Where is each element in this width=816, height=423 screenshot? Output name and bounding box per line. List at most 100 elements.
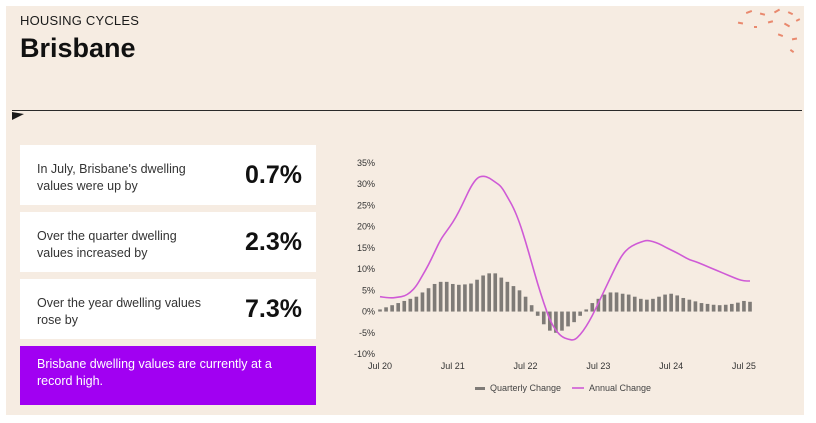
y-tick-label: 35%: [357, 158, 375, 168]
bar-quarterly-change: [723, 304, 728, 312]
bar-quarterly-change: [408, 298, 413, 312]
bar-quarterly-change: [742, 300, 746, 312]
bar-quarterly-change: [511, 286, 516, 312]
page-title: Brisbane: [20, 33, 136, 63]
chart-svg: -10% -5% 0% 5% 10% 15% 20% 25% 30% 35% Jul 20 Jul 2…: [354, 158, 756, 393]
housing-cycle-chart: -10% -5% 0% 5% 10% 15% 20% 25% 30% 35% Jul 20 Jul 2…: [330, 144, 804, 414]
record-high-callout: Brisbane dwelling values are currently a…: [20, 346, 316, 405]
bar-quarterly-change: [614, 292, 619, 312]
bar-quarterly-change: [469, 283, 473, 312]
bar-quarterly-change: [457, 284, 461, 312]
x-tick-label: Jul 25: [732, 361, 756, 371]
y-tick-label: 15%: [357, 243, 375, 253]
kicker-text: HOUSING CYCLES: [20, 13, 140, 28]
bar-quarterly-change: [554, 311, 558, 333]
quarterly-change-label: Over the quarter dwelling values increas…: [37, 229, 177, 260]
bar-quarterly-change: [693, 301, 698, 312]
bar-quarterly-change: [596, 298, 601, 312]
bar-quarterly-change: [420, 292, 425, 312]
y-tick-label: 30%: [357, 179, 375, 189]
bar-quarterly-change: [499, 277, 504, 312]
bar-quarterly-change: [384, 307, 388, 312]
quarterly-change-value: 2.3%: [245, 228, 302, 256]
bar-quarterly-change: [402, 300, 407, 312]
confetti-decoration: [737, 8, 801, 53]
bar-quarterly-change: [620, 293, 625, 312]
bar-quarterly-change: [450, 283, 455, 312]
x-tick-label: Jul 20: [368, 361, 392, 371]
bar-quarterly-change: [390, 305, 394, 312]
bar-quarterly-change: [517, 290, 522, 312]
bar-quarterly-change: [535, 311, 540, 316]
bar-quarterly-change: [669, 293, 673, 312]
bar-quarterly-change: [396, 303, 401, 312]
annual-change-label: Over the year dwelling values rose by: [37, 296, 201, 327]
x-tick-label: Jul 21: [441, 361, 465, 371]
legend-swatch-quarterly: [475, 387, 485, 390]
bar-quarterly-change: [475, 279, 479, 312]
bar-quarterly-change: [675, 295, 680, 312]
legend-label-annual: Annual Change: [589, 383, 651, 393]
line-annual-change: [379, 175, 750, 341]
bar-quarterly-change: [632, 296, 637, 312]
bar-quarterly-change: [493, 273, 498, 312]
play-icon: [12, 112, 24, 120]
bar-quarterly-change: [590, 303, 595, 312]
bar-quarterly-change: [608, 292, 613, 312]
annual-change-value: 7.3%: [245, 295, 302, 323]
y-tick-label: 0%: [362, 307, 375, 317]
bar-quarterly-change: [687, 299, 692, 312]
x-tick-label: Jul 22: [514, 361, 538, 371]
bar-quarterly-change: [639, 298, 643, 312]
bar-quarterly-change: [481, 275, 485, 312]
monthly-change-card: In July, Brisbane's dwelling values were…: [20, 145, 316, 205]
bar-quarterly-change: [584, 309, 589, 312]
bar-quarterly-change: [414, 296, 419, 312]
infographic-panel: HOUSING CYCLES Brisbane In July, Brisban…: [6, 6, 804, 415]
bar-quarterly-change: [645, 299, 649, 312]
x-tick-label: Jul 23: [586, 361, 610, 371]
monthly-change-label: In July, Brisbane's dwelling values were…: [37, 162, 186, 193]
legend-label-quarterly: Quarterly Change: [490, 383, 561, 393]
bar-quarterly-change: [729, 303, 734, 312]
y-tick-label: 20%: [357, 222, 375, 232]
bar-quarterly-change: [378, 309, 382, 312]
bar-quarterly-change: [444, 281, 449, 312]
annual-change-card: Over the year dwelling values rose by 7.…: [20, 279, 316, 339]
callout-text: Brisbane dwelling values are currently a…: [37, 357, 272, 388]
bar-quarterly-change: [578, 311, 582, 316]
bar-quarterly-change: [438, 281, 443, 312]
x-tick-label: Jul 24: [659, 361, 683, 371]
bar-quarterly-change: [602, 294, 607, 312]
bar-quarterly-change: [529, 305, 534, 312]
bar-quarterly-change: [681, 297, 686, 312]
bar-quarterly-change: [711, 304, 716, 312]
y-tick-label: -10%: [354, 349, 375, 359]
bar-quarterly-change: [541, 311, 546, 325]
bar-quarterly-change: [717, 305, 722, 312]
bar-quarterly-change: [651, 298, 655, 312]
y-tick-label: -5%: [359, 328, 375, 338]
bar-quarterly-change: [657, 296, 661, 312]
y-tick-label: 10%: [357, 264, 375, 274]
bar-quarterly-change: [523, 296, 528, 312]
bar-quarterly-change: [487, 273, 491, 312]
bar-quarterly-change: [748, 301, 752, 312]
y-tick-label: 25%: [357, 200, 375, 210]
bar-quarterly-change: [566, 311, 570, 327]
y-tick-label: 5%: [362, 285, 375, 295]
bar-quarterly-change: [432, 283, 437, 312]
bar-quarterly-change: [426, 288, 431, 312]
bar-quarterly-change: [626, 294, 631, 312]
quarterly-change-card: Over the quarter dwelling values increas…: [20, 212, 316, 272]
bar-quarterly-change: [572, 311, 576, 323]
bar-quarterly-change: [560, 311, 564, 331]
bar-quarterly-change: [736, 302, 740, 312]
header-divider: [12, 110, 802, 111]
bar-quarterly-change: [699, 303, 704, 312]
bar-quarterly-change: [663, 294, 667, 312]
bar-quarterly-change: [463, 284, 467, 312]
bar-quarterly-change: [505, 281, 510, 312]
monthly-change-value: 0.7%: [245, 161, 302, 189]
bar-quarterly-change: [705, 303, 710, 312]
